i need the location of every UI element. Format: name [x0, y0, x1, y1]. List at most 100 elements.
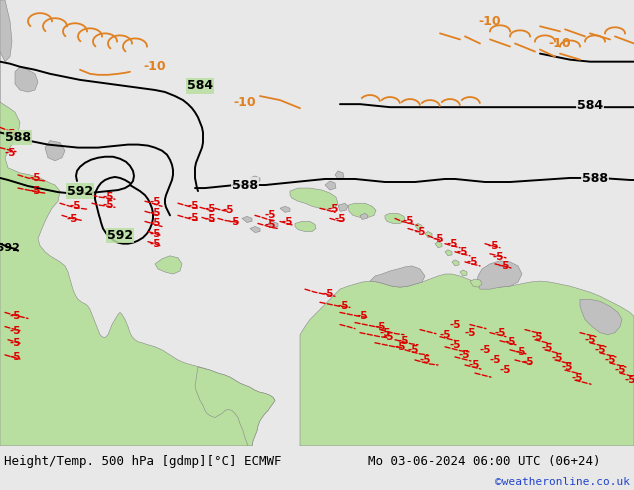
Text: -5: -5 [264, 220, 276, 230]
Text: -5: -5 [4, 147, 16, 158]
Text: 588: 588 [582, 172, 608, 186]
Text: -5: -5 [489, 355, 501, 365]
Text: -5: -5 [69, 201, 81, 211]
Text: -5: -5 [492, 252, 504, 262]
Polygon shape [242, 217, 252, 222]
Text: -5: -5 [624, 375, 634, 385]
Text: -5: -5 [398, 336, 409, 346]
Text: -5: -5 [522, 357, 534, 367]
Text: -10: -10 [479, 15, 501, 28]
Text: -5: -5 [356, 312, 368, 321]
Polygon shape [195, 367, 275, 446]
Text: -5: -5 [223, 205, 234, 215]
Text: -5: -5 [10, 352, 21, 362]
Text: Mo 03-06-2024 06:00 UTC (06+24): Mo 03-06-2024 06:00 UTC (06+24) [368, 455, 600, 468]
Text: -5: -5 [604, 355, 616, 365]
Polygon shape [268, 221, 278, 227]
Text: -5: -5 [322, 289, 333, 299]
Text: -5: -5 [10, 312, 21, 321]
Text: -5: -5 [102, 192, 113, 202]
Polygon shape [580, 299, 622, 335]
Text: 592: 592 [107, 229, 133, 242]
Polygon shape [15, 67, 38, 92]
Text: -5: -5 [594, 345, 605, 355]
Text: -5: -5 [66, 215, 78, 224]
Text: -5: -5 [334, 215, 346, 224]
Text: 584: 584 [577, 98, 603, 112]
Text: -5: -5 [149, 228, 161, 239]
Polygon shape [470, 279, 482, 287]
Text: -5: -5 [10, 338, 21, 348]
Text: -10: -10 [234, 96, 256, 109]
Polygon shape [300, 274, 634, 446]
Text: -5: -5 [149, 197, 161, 207]
Polygon shape [370, 266, 425, 287]
Polygon shape [295, 221, 316, 232]
Text: -5: -5 [439, 330, 451, 340]
Text: -5: -5 [382, 332, 394, 342]
Text: -10: -10 [144, 60, 166, 73]
Polygon shape [348, 203, 376, 218]
Text: -592: -592 [0, 243, 20, 253]
Text: -5: -5 [187, 214, 198, 223]
Text: -5: -5 [204, 204, 216, 214]
Text: -5: -5 [541, 343, 553, 353]
Polygon shape [0, 0, 275, 446]
Polygon shape [452, 260, 459, 266]
Text: -5: -5 [374, 321, 385, 332]
Text: -5: -5 [456, 247, 468, 257]
Text: Height/Temp. 500 hPa [gdmp][°C] ECMWF: Height/Temp. 500 hPa [gdmp][°C] ECMWF [4, 455, 281, 468]
Text: -5: -5 [561, 362, 573, 372]
Polygon shape [290, 188, 338, 209]
Text: -5: -5 [10, 326, 21, 336]
Text: -5: -5 [495, 328, 506, 338]
Text: -5: -5 [464, 328, 476, 338]
Polygon shape [445, 250, 452, 256]
Text: -5: -5 [458, 350, 470, 360]
Text: -5: -5 [402, 217, 414, 226]
Text: -5: -5 [149, 219, 161, 228]
Text: -5: -5 [432, 234, 444, 244]
Polygon shape [360, 213, 368, 220]
Text: -5: -5 [419, 355, 430, 365]
Text: 592: 592 [67, 185, 93, 197]
Polygon shape [335, 171, 344, 180]
Polygon shape [45, 141, 65, 161]
Text: 584: 584 [187, 79, 213, 93]
Polygon shape [325, 181, 336, 190]
Text: -5: -5 [504, 337, 515, 347]
Text: -5: -5 [228, 218, 240, 227]
Text: -5: -5 [102, 200, 113, 210]
Text: -5: -5 [446, 239, 458, 249]
Polygon shape [0, 0, 12, 62]
Text: -5: -5 [407, 345, 418, 355]
Text: -5: -5 [149, 239, 161, 249]
Text: ©weatheronline.co.uk: ©weatheronline.co.uk [495, 477, 630, 487]
Polygon shape [338, 203, 348, 211]
Text: -5: -5 [466, 257, 478, 267]
Text: -5: -5 [394, 342, 406, 352]
Polygon shape [155, 256, 182, 274]
Text: -5: -5 [29, 173, 41, 183]
Text: -5: -5 [4, 129, 16, 140]
Polygon shape [385, 213, 405, 223]
Polygon shape [435, 242, 442, 248]
Text: -5: -5 [498, 261, 510, 271]
Polygon shape [250, 226, 260, 233]
Text: -5: -5 [585, 335, 596, 345]
Text: 588: 588 [232, 178, 258, 192]
Text: -5: -5 [337, 301, 349, 311]
Text: -5: -5 [414, 226, 426, 237]
Text: -5: -5 [499, 365, 511, 375]
Text: -5: -5 [551, 353, 563, 363]
Text: -5: -5 [571, 373, 583, 383]
Text: -5: -5 [281, 218, 293, 227]
Text: -5: -5 [187, 201, 198, 211]
Text: -5: -5 [531, 332, 543, 342]
Text: -5: -5 [479, 345, 491, 355]
Text: -5: -5 [379, 328, 391, 338]
Text: 588: 588 [5, 131, 31, 144]
Text: -5: -5 [514, 347, 526, 357]
Text: -5: -5 [450, 319, 461, 330]
Polygon shape [460, 270, 467, 276]
